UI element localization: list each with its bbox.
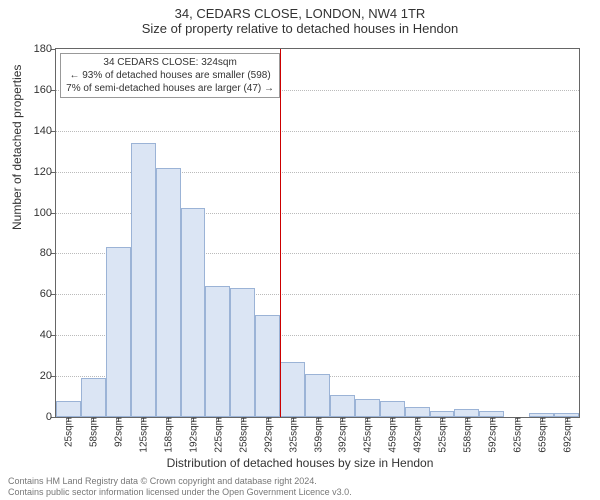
- x-tick-label: 125sqm: [137, 417, 150, 453]
- histogram-bar: [156, 168, 181, 417]
- chart-container: 34, CEDARS CLOSE, LONDON, NW4 1TR Size o…: [0, 0, 600, 500]
- y-tick-label: 0: [46, 411, 56, 423]
- y-tick-label: 180: [34, 43, 56, 55]
- annotation-line3: 7% of semi-detached houses are larger (4…: [66, 82, 274, 95]
- plot-area: 02040608010012014016018025sqm58sqm92sqm1…: [55, 48, 580, 418]
- x-tick-label: 25sqm: [62, 417, 75, 447]
- histogram-bar: [280, 362, 305, 417]
- x-tick-label: 325sqm: [286, 417, 299, 453]
- annotation-line1: 34 CEDARS CLOSE: 324sqm: [66, 56, 274, 69]
- y-tick-label: 80: [40, 247, 56, 259]
- histogram-bar: [56, 401, 81, 417]
- x-tick-label: 192sqm: [186, 417, 199, 453]
- x-tick-label: 258sqm: [236, 417, 249, 453]
- histogram-bar: [454, 409, 479, 417]
- page-title: 34, CEDARS CLOSE, LONDON, NW4 1TR: [0, 0, 600, 21]
- histogram-bar: [81, 378, 106, 417]
- y-tick-label: 120: [34, 166, 56, 178]
- gridline: [56, 131, 579, 132]
- x-tick-label: 225sqm: [211, 417, 224, 453]
- x-tick-label: 158sqm: [162, 417, 175, 453]
- histogram-bar: [230, 288, 255, 417]
- y-tick-label: 160: [34, 84, 56, 96]
- histogram-bar: [305, 374, 330, 417]
- x-tick-label: 692sqm: [560, 417, 573, 453]
- x-tick-label: 292sqm: [261, 417, 274, 453]
- marker-line: [280, 49, 281, 417]
- x-tick-label: 492sqm: [411, 417, 424, 453]
- x-tick-label: 558sqm: [460, 417, 473, 453]
- x-tick-label: 92sqm: [112, 417, 125, 447]
- y-axis-label: Number of detached properties: [10, 65, 24, 230]
- histogram-bar: [205, 286, 230, 417]
- histogram-bar: [330, 395, 355, 417]
- x-tick-label: 659sqm: [535, 417, 548, 453]
- x-tick-label: 625sqm: [510, 417, 523, 453]
- y-tick-label: 60: [40, 288, 56, 300]
- histogram-bar: [355, 399, 380, 417]
- page-subtitle: Size of property relative to detached ho…: [0, 21, 600, 40]
- histogram-bar: [255, 315, 280, 417]
- x-tick-label: 58sqm: [87, 417, 100, 447]
- footer-line2: Contains public sector information licen…: [8, 487, 592, 498]
- histogram-bar: [181, 208, 206, 417]
- histogram-bar: [106, 247, 131, 417]
- y-tick-label: 20: [40, 370, 56, 382]
- x-tick-label: 359sqm: [311, 417, 324, 453]
- x-axis-label: Distribution of detached houses by size …: [0, 456, 600, 470]
- histogram-bar: [131, 143, 156, 417]
- footer-attribution: Contains HM Land Registry data © Crown c…: [8, 476, 592, 499]
- x-tick-label: 525sqm: [436, 417, 449, 453]
- x-tick-label: 392sqm: [336, 417, 349, 453]
- x-tick-label: 592sqm: [485, 417, 498, 453]
- footer-line1: Contains HM Land Registry data © Crown c…: [8, 476, 592, 487]
- y-tick-label: 40: [40, 329, 56, 341]
- x-tick-label: 459sqm: [386, 417, 399, 453]
- y-tick-label: 100: [34, 207, 56, 219]
- x-tick-label: 425sqm: [361, 417, 374, 453]
- annotation-line2: ← 93% of detached houses are smaller (59…: [66, 69, 274, 82]
- histogram-bar: [380, 401, 405, 417]
- y-tick-label: 140: [34, 125, 56, 137]
- histogram-bar: [405, 407, 430, 417]
- annotation-box: 34 CEDARS CLOSE: 324sqm ← 93% of detache…: [60, 53, 280, 98]
